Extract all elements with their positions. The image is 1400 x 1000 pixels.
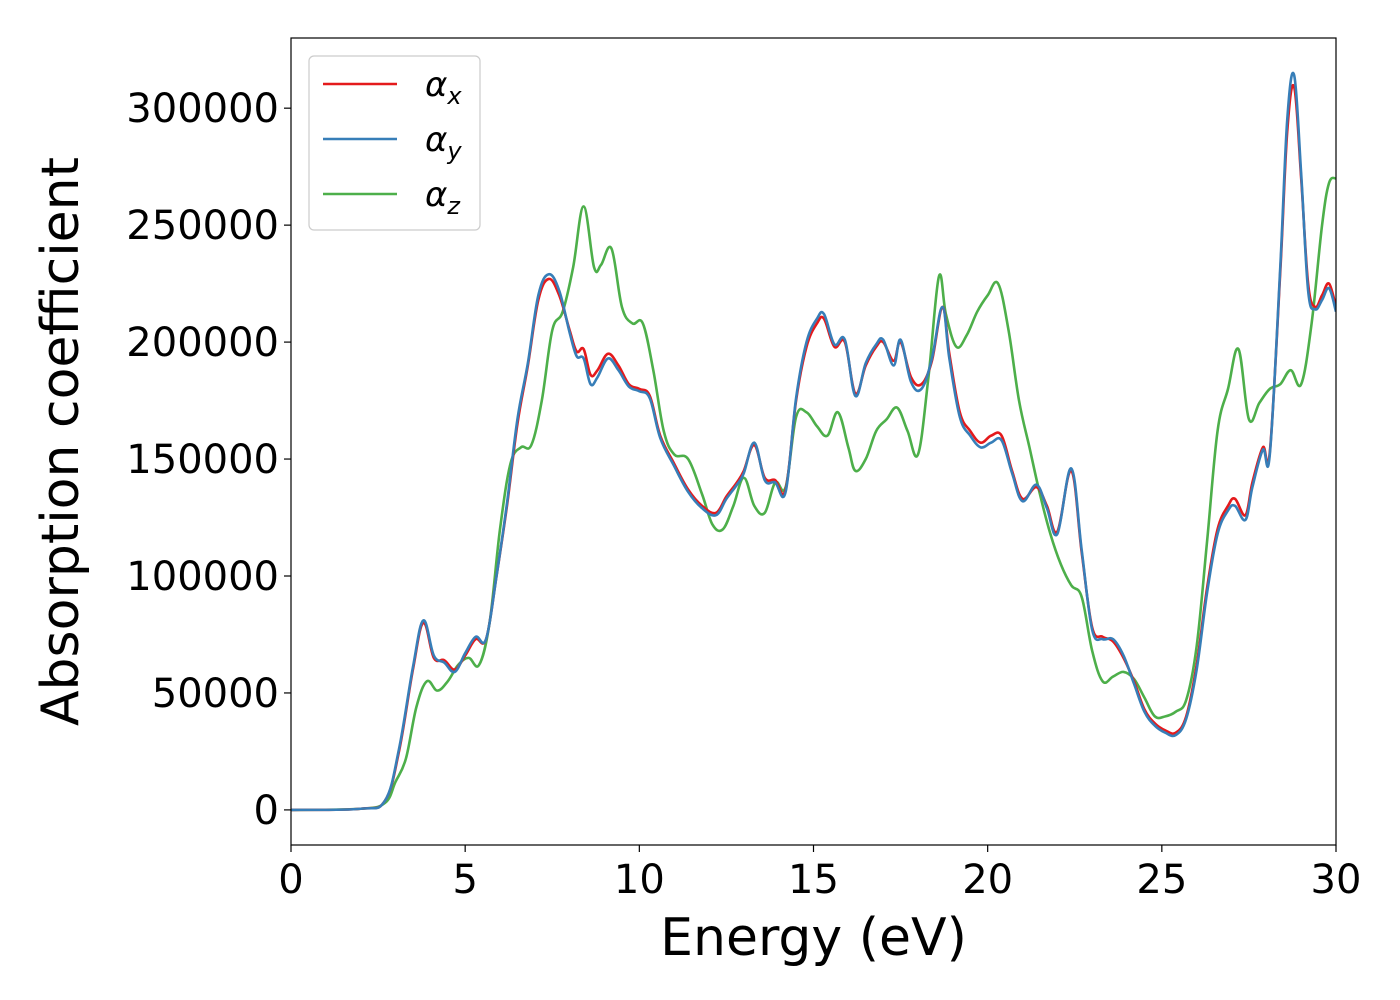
legend-label-z: αz bbox=[425, 175, 461, 220]
x-tick-label: 25 bbox=[1136, 857, 1187, 903]
x-tick-label: 5 bbox=[452, 857, 477, 903]
x-axis: 0 5 10 15 20 25 30 bbox=[278, 845, 1361, 903]
series-layer bbox=[291, 71, 1336, 812]
x-tick-label: 20 bbox=[962, 857, 1013, 903]
legend-subscript: y bbox=[446, 137, 462, 165]
y-tick-label: 0 bbox=[254, 788, 279, 834]
series-line-z bbox=[291, 176, 1336, 812]
y-tick-label: 50000 bbox=[152, 671, 279, 717]
y-axis: 0 50000 100000 150000 200000 250000 300000 bbox=[126, 86, 291, 834]
y-tick-label: 250000 bbox=[126, 203, 279, 249]
legend-label-y: αy bbox=[425, 120, 462, 165]
legend-label-x: αx bbox=[425, 65, 462, 110]
x-axis-label: Energy (eV) bbox=[660, 908, 967, 968]
x-tick-label: 0 bbox=[278, 857, 303, 903]
x-tick-label: 30 bbox=[1311, 857, 1362, 903]
x-tick-label: 10 bbox=[614, 857, 665, 903]
y-tick-label: 100000 bbox=[126, 554, 279, 600]
legend-symbol: α bbox=[425, 175, 447, 215]
legend-symbol: α bbox=[425, 120, 447, 160]
y-tick-label: 300000 bbox=[126, 86, 279, 132]
series-line-y bbox=[291, 71, 1336, 812]
legend-box bbox=[308, 55, 481, 231]
legend-subscript: x bbox=[446, 82, 462, 110]
y-axis-label: Absorption coefficient bbox=[31, 157, 91, 726]
y-tick-label: 150000 bbox=[126, 437, 279, 483]
legend-subscript: z bbox=[446, 192, 461, 220]
y-tick-label: 200000 bbox=[126, 320, 279, 366]
legend-symbol: α bbox=[425, 65, 447, 105]
x-tick-label: 15 bbox=[788, 857, 839, 903]
